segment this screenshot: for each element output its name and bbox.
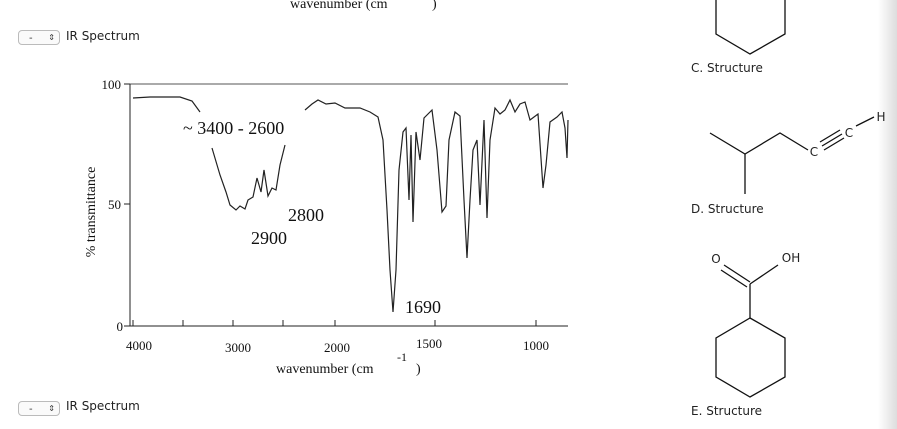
x-tick-label: 1500 [416, 336, 442, 351]
x-axis-exponent: -1 [397, 350, 407, 364]
x-axis-title: wavenumber (cm [276, 362, 374, 377]
dropdown[interactable]: - ⇕ [18, 401, 60, 416]
annotation: 2800 [288, 205, 324, 225]
x-tick-label: 2000 [324, 340, 350, 355]
clipped-axis-title: ) [432, 0, 437, 12]
question-label: IR Spectrum [66, 29, 140, 43]
atom-label: C [810, 145, 818, 159]
scroll-edge [878, 0, 897, 429]
spectrum-curve [304, 98, 569, 313]
structure-label: E. Structure [691, 404, 762, 418]
spectrum-curve [211, 144, 286, 211]
atom-label: O [711, 252, 720, 266]
x-tick-label: 4000 [126, 338, 152, 353]
atom-label: C [845, 126, 853, 140]
annotation: 1690 [405, 297, 441, 317]
structure-d [709, 116, 875, 194]
spectrum [124, 83, 569, 327]
atom-label: H [876, 110, 885, 124]
structure-c [715, 0, 786, 55]
structure-e [715, 264, 786, 398]
dropdown-value: - [29, 33, 33, 44]
annotation: 2900 [251, 228, 287, 248]
x-tick-label: 1000 [523, 338, 549, 353]
spectrum-curve [132, 96, 201, 113]
annotation: ~ 3400 - 2600 [183, 118, 284, 138]
question-label: IR Spectrum [66, 399, 140, 413]
ticks [124, 83, 537, 327]
y-tick-label: 100 [102, 77, 122, 92]
structure-label: C. Structure [691, 61, 763, 75]
clipped-axis-title: wavenumber (cm [290, 0, 388, 12]
structure-label: D. Structure [691, 202, 764, 216]
dropdown[interactable]: - ⇕ [18, 30, 60, 45]
y-tick-label: 50 [108, 197, 121, 212]
atom-label: OH [782, 251, 800, 265]
dropdown-value: - [29, 404, 33, 415]
x-axis-title: ) [416, 362, 421, 377]
x-tick-label: 3000 [225, 340, 251, 355]
y-tick-label: 0 [117, 319, 124, 334]
y-axis-title: % transmittance [84, 167, 99, 258]
